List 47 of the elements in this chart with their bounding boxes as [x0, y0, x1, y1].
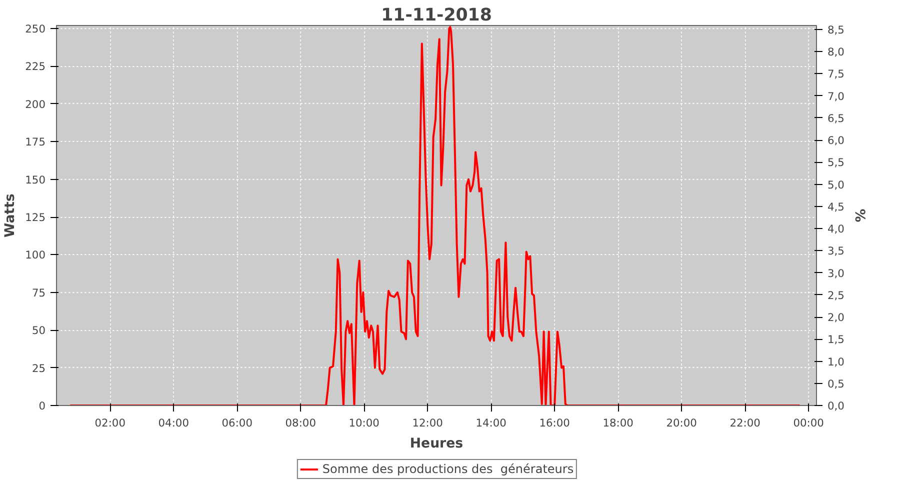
- x-tick-label: 20:00: [666, 416, 698, 430]
- y2-tick-label: 5,5: [828, 156, 844, 170]
- y-tick-label: 50: [32, 324, 46, 338]
- y2-tick-label: 4,0: [828, 222, 845, 236]
- x-tick-label: 04:00: [158, 416, 190, 430]
- y-tick-label: 100: [25, 248, 46, 262]
- y2-tick-label: 2,0: [828, 311, 845, 324]
- y2-tick-label: 6,5: [828, 112, 844, 125]
- y2-tick-label: 6,0: [828, 134, 845, 148]
- y-tick-label: 225: [25, 60, 46, 74]
- y2-tick-label: 4,5: [828, 200, 844, 214]
- y2-tick-label: 8,5: [828, 23, 844, 36]
- x-tick-label: 00:00: [793, 416, 824, 430]
- y2-axis-title: %: [851, 208, 866, 222]
- y-tick-label: 125: [25, 211, 46, 224]
- y2-tick-label: 0,0: [828, 400, 845, 412]
- y-tick-label: 0: [38, 400, 46, 412]
- y2-tick-label: 2,5: [828, 288, 844, 302]
- x-tick-label: 06:00: [222, 416, 253, 430]
- y2-tick-label: 7,0: [828, 90, 845, 103]
- y2-tick-label: 1,0: [828, 355, 845, 368]
- line-series: [69, 26, 801, 406]
- y-tick-label: 75: [32, 286, 46, 300]
- x-tick-label: 16:00: [539, 416, 570, 430]
- x-tick-label: 08:00: [285, 416, 316, 430]
- y-axis-title: Watts: [3, 193, 18, 238]
- y2-tick-label: 8,0: [828, 46, 845, 59]
- x-tick-label: 18:00: [602, 416, 634, 430]
- y2-tick-label: 3,0: [828, 266, 845, 280]
- y-tick-label: 200: [25, 98, 46, 111]
- y2-tick-label: 3,5: [828, 244, 844, 258]
- x-axis-title: Heures: [410, 436, 464, 452]
- y-tick-label: 25: [32, 362, 46, 375]
- x-tick-label: 14:00: [476, 416, 507, 430]
- y2-tick-label: 7,5: [828, 68, 844, 81]
- y-tick-label: 250: [25, 22, 46, 36]
- legend-label: Somme des productions des générateurs: [322, 462, 574, 476]
- y-tick-label: 150: [25, 173, 46, 186]
- y2-tick-label: 1,5: [828, 333, 844, 346]
- x-tick-label: 10:00: [348, 416, 380, 430]
- y2-tick-label: 0,5: [828, 377, 844, 390]
- x-tick-label: 12:00: [412, 416, 444, 430]
- x-tick-label: 02:00: [94, 416, 126, 430]
- x-tick-label: 22:00: [730, 416, 761, 430]
- y2-tick-label: 5,0: [828, 178, 845, 192]
- chart-title: 11-11-2018: [381, 6, 492, 26]
- y-tick-label: 175: [25, 136, 46, 149]
